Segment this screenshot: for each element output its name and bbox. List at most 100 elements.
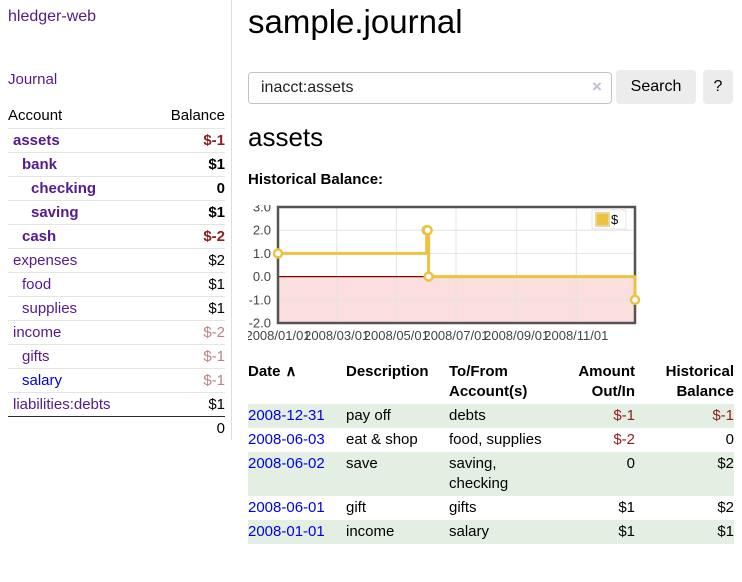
sidebar-account-link[interactable]: gifts <box>22 348 50 365</box>
clear-search-icon[interactable]: × <box>592 77 602 96</box>
sidebar-total-balance: 0 <box>216 420 225 437</box>
register-date-link[interactable]: 2008-06-02 <box>248 455 325 472</box>
brand-link[interactable]: hledger-web <box>8 8 97 25</box>
register-amount: $1 <box>618 523 635 540</box>
sidebar-account-link[interactable]: saving <box>31 204 79 221</box>
register-amount: $-1 <box>613 407 635 424</box>
search-button[interactable]: Search <box>616 70 696 104</box>
historical-balance-chart: $3.0 2.0 1.0 0.0 -1.0 -2.0 2008/01/01 2008/03/0… <box>245 200 642 347</box>
register-row: 2008-01-01 income salary $1 $1 <box>248 520 734 544</box>
sidebar-account-row: income $-2 <box>8 320 225 344</box>
sidebar-account-balance: $1 <box>208 156 225 173</box>
sidebar-account-link[interactable]: assets <box>13 132 60 149</box>
sidebar-account-link[interactable]: salary <box>22 372 63 389</box>
sidebar-account-balance: $1 <box>208 204 225 221</box>
register-description: pay off <box>346 407 391 424</box>
register-header-row: Date ∧ Description To/From Account(s) Amou… <box>248 360 734 404</box>
sidebar-account-link[interactable]: food <box>22 276 52 293</box>
register-balance: $2 <box>717 455 734 472</box>
sidebar-account-balance: $2 <box>208 252 225 269</box>
accounts-table: Account Balance assets $-1 bank $1 check… <box>8 103 225 440</box>
svg-text:2008/05/01: 2008/05/01 <box>364 328 429 343</box>
sidebar-item-journal[interactable]: Journal <box>8 71 58 88</box>
column-header-accounts: To/From Account(s) <box>449 363 528 400</box>
sidebar-account-row: saving $1 <box>8 200 225 224</box>
sort-ascending-icon: ∧ <box>285 363 297 380</box>
svg-text:2.0: 2.0 <box>253 223 271 238</box>
register-amount: $1 <box>618 499 635 516</box>
sidebar-account-balance: $-1 <box>203 372 225 389</box>
accounts-table-header: Account Balance <box>8 103 225 128</box>
sidebar-total-row: 0 <box>8 416 225 440</box>
sidebar: hledger-web Journal Account Balance asse… <box>0 0 232 440</box>
register-row: 2008-12-31 pay off debts $-1 $-1 <box>248 404 734 428</box>
column-header-amount: Amount Out/In <box>578 363 635 400</box>
sidebar-account-balance: $1 <box>208 276 225 293</box>
register-accounts: saving, checking <box>449 455 509 492</box>
register-balance: $2 <box>717 499 734 516</box>
help-button[interactable]: ? <box>703 70 733 104</box>
balance-column-label: Balance <box>170 107 225 124</box>
sidebar-account-row: bank $1 <box>8 152 225 176</box>
svg-text:1.0: 1.0 <box>253 246 271 261</box>
register-accounts: gifts <box>449 499 477 516</box>
sidebar-account-row: supplies $1 <box>8 296 225 320</box>
sidebar-account-link[interactable]: liabilities:debts <box>13 396 111 413</box>
account-column-label: Account <box>8 107 63 124</box>
sidebar-account-row: assets $-1 <box>8 128 225 152</box>
register-date-link[interactable]: 2008-06-03 <box>248 431 325 448</box>
svg-text:2008/01/01: 2008/01/01 <box>248 328 311 343</box>
sidebar-account-balance: 0 <box>216 180 225 197</box>
sidebar-account-row: liabilities:debts $1 <box>8 392 225 416</box>
register-balance: $1 <box>717 523 734 540</box>
column-header-balance: Historical Balance <box>665 363 734 400</box>
register-accounts: debts <box>449 407 486 424</box>
svg-text:2008/11/01: 2008/11/01 <box>544 328 608 343</box>
column-header-description: Description <box>346 363 429 380</box>
sidebar-account-row: cash $-2 <box>8 224 225 248</box>
sidebar-account-link[interactable]: supplies <box>22 300 78 317</box>
sidebar-account-balance: $1 <box>208 396 225 413</box>
chart-section-label: Historical Balance: <box>248 171 384 188</box>
svg-text:2008/03/01: 2008/03/01 <box>304 328 369 343</box>
register-table: Date ∧ Description To/From Account(s) Amou… <box>248 360 734 544</box>
column-header-date[interactable]: Date ∧ <box>248 363 297 380</box>
svg-text:3.0: 3.0 <box>253 205 271 215</box>
sidebar-account-link[interactable]: income <box>13 324 62 341</box>
register-balance: $-1 <box>712 407 734 424</box>
register-date-link[interactable]: 2008-12-31 <box>248 407 325 424</box>
sidebar-account-link[interactable]: bank <box>22 156 58 173</box>
svg-text:$: $ <box>611 212 619 227</box>
sidebar-account-balance: $-2 <box>203 324 225 341</box>
svg-text:2008/09/01: 2008/09/01 <box>484 328 549 343</box>
sidebar-account-link[interactable]: cash <box>22 228 57 245</box>
register-balance: 0 <box>725 431 734 448</box>
sidebar-account-link[interactable]: checking <box>31 180 97 197</box>
register-description: eat & shop <box>346 431 418 448</box>
sidebar-account-row: expenses $2 <box>8 248 225 272</box>
register-accounts: salary <box>449 523 490 540</box>
search-input[interactable] <box>248 72 612 104</box>
register-date-link[interactable]: 2008-06-01 <box>248 499 325 516</box>
svg-text:2008/07/01: 2008/07/01 <box>423 328 488 343</box>
sidebar-account-balance: $-2 <box>203 228 225 245</box>
svg-text:0.0: 0.0 <box>253 269 271 284</box>
sidebar-account-balance: $-1 <box>203 348 225 365</box>
sidebar-account-row: salary $-1 <box>8 368 225 392</box>
sidebar-account-link[interactable]: expenses <box>13 252 78 269</box>
svg-text:-2.0: -2.0 <box>249 316 271 331</box>
sidebar-account-row: gifts $-1 <box>8 344 225 368</box>
sidebar-account-row: checking 0 <box>8 176 225 200</box>
register-row: 2008-06-03 eat & shop food, supplies $-2… <box>248 428 734 452</box>
register-description: save <box>346 455 378 472</box>
register-row: 2008-06-01 gift gifts $1 $2 <box>248 496 734 520</box>
register-row: 2008-06-02 save saving, checking 0 $2 <box>248 452 734 496</box>
register-amount: 0 <box>626 455 635 472</box>
main-content: sample.journal × Search ? assets Histori… <box>245 0 742 582</box>
sidebar-account-balance: $1 <box>208 300 225 317</box>
page-title: sample.journal <box>248 3 463 40</box>
register-date-link[interactable]: 2008-01-01 <box>248 523 325 540</box>
account-heading: assets <box>248 122 324 152</box>
sidebar-account-row: food $1 <box>8 272 225 296</box>
svg-text:-1.0: -1.0 <box>249 292 271 307</box>
